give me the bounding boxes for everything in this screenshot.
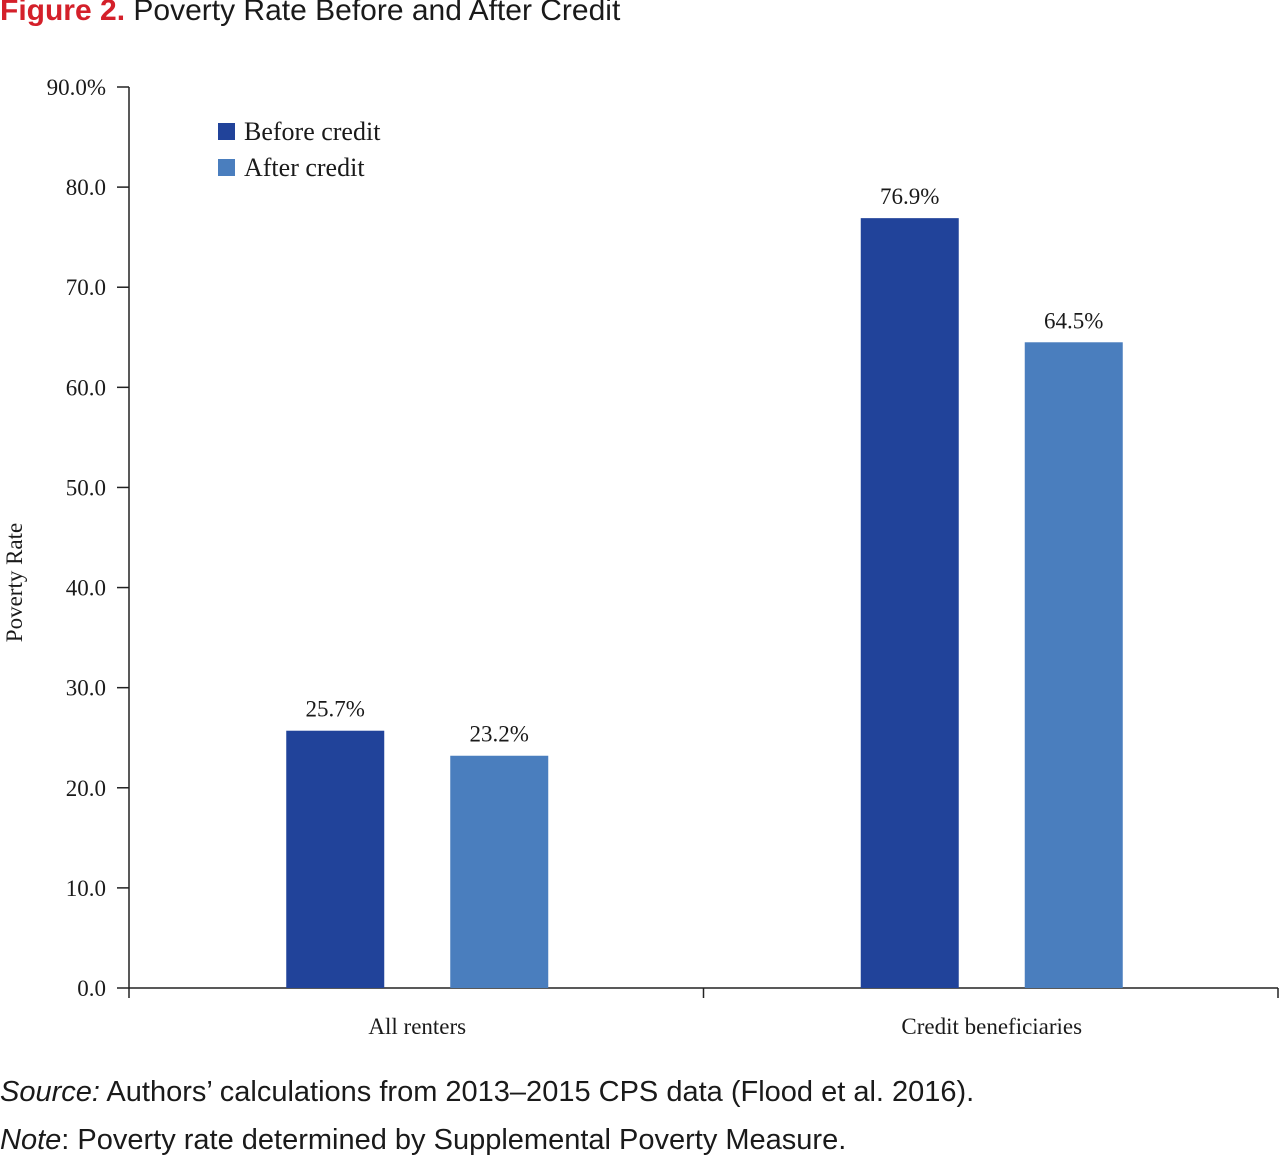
y-tick-label: 70.0 bbox=[66, 275, 106, 300]
bar-data-label: 76.9% bbox=[880, 184, 939, 209]
x-tick-label: All renters bbox=[368, 1014, 466, 1039]
bar-data-label: 23.2% bbox=[470, 722, 529, 747]
note-label: Note bbox=[0, 1124, 62, 1156]
source-note: Source: Authors’ calculations from 2013–… bbox=[0, 1068, 974, 1116]
y-tick-label: 60.0 bbox=[66, 375, 106, 400]
bar-data-label: 64.5% bbox=[1044, 308, 1103, 333]
bar-data-label: 25.7% bbox=[306, 697, 365, 722]
y-tick-label: 10.0 bbox=[66, 876, 106, 901]
figure-title: Figure 2. Poverty Rate Before and After … bbox=[0, 0, 620, 28]
y-tick-label: 90.0% bbox=[47, 75, 106, 100]
note: Note: Poverty rate determined by Supplem… bbox=[0, 1116, 974, 1164]
y-tick-label: 20.0 bbox=[66, 776, 106, 801]
legend-swatch bbox=[218, 159, 235, 176]
x-tick-label: Credit beneficiaries bbox=[901, 1014, 1082, 1039]
y-tick-label: 80.0 bbox=[66, 175, 106, 200]
y-tick-label: 50.0 bbox=[66, 475, 106, 500]
y-tick-label: 0.0 bbox=[77, 976, 106, 1001]
figure-title-text: Poverty Rate Before and After Credit bbox=[133, 0, 621, 27]
bar-chart: 0.0 10.0 20.0 30.0 40.0 50.0 60.0 70.0 80.0 90.0%… bbox=[2, 75, 1279, 1039]
bar bbox=[1024, 342, 1123, 988]
figure-label: Figure 2. bbox=[0, 0, 126, 27]
footnotes: Source: Authors’ calculations from 2013–… bbox=[0, 1068, 974, 1164]
source-text: Authors’ calculations from 2013–2015 CPS… bbox=[99, 1076, 975, 1108]
source-label: Source: bbox=[0, 1076, 100, 1108]
y-tick-label: 40.0 bbox=[66, 576, 106, 601]
note-text: : Poverty rate determined by Supplementa… bbox=[61, 1124, 847, 1156]
y-tick-label: 30.0 bbox=[66, 676, 106, 701]
bar bbox=[450, 755, 549, 988]
legend-label: Before credit bbox=[244, 117, 381, 146]
bar bbox=[286, 730, 385, 988]
legend-swatch bbox=[218, 123, 235, 140]
legend-label: After credit bbox=[244, 153, 365, 182]
bar bbox=[860, 218, 959, 988]
y-axis-title: Poverty Rate bbox=[2, 523, 27, 642]
